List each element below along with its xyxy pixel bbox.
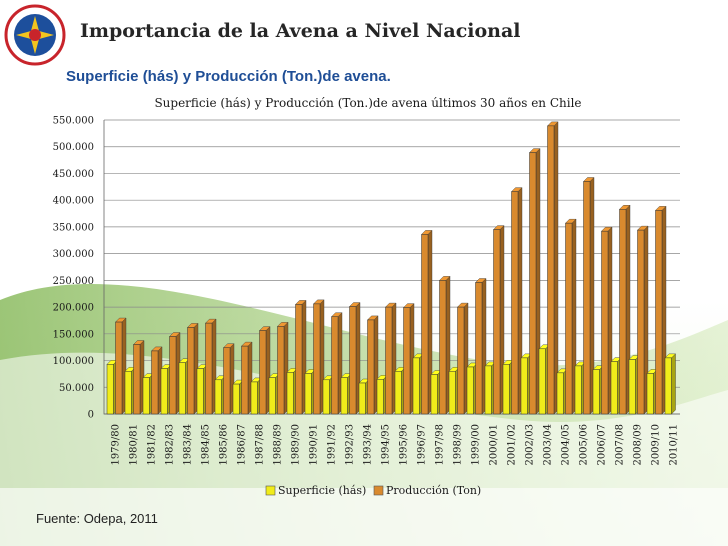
bar-produccion [187,322,199,415]
x-tick-label: 1989/90 [291,424,302,466]
x-tick-label: 2002/03 [525,424,536,466]
bar-produccion [637,225,649,415]
x-tick-label: 1986/87 [237,424,248,466]
x-tick-label: 1997/98 [435,424,446,466]
x-tick-label: 1998/99 [453,424,464,466]
y-tick-label: 200.000 [53,303,94,314]
bar-produccion [493,225,505,415]
y-tick-label: 350.000 [53,222,94,233]
legend-label-superficie: Superficie (hás) [278,484,366,497]
slide-subtitle: Superficie (hás) y Producción (Ton.)de a… [66,68,391,85]
bar-produccion [385,302,397,415]
x-tick-label: 1996/97 [417,424,428,466]
x-tick-label: 1987/88 [255,424,266,466]
bar-produccion [295,299,307,415]
bar-produccion [511,187,523,415]
y-tick-label: 250.000 [53,276,94,287]
x-tick-label: 1993/94 [363,424,374,466]
y-tick-label: 450.000 [53,169,94,180]
bar-produccion [601,226,613,415]
x-tick-label: 1994/95 [381,424,392,466]
x-tick-label: 1992/93 [345,424,356,466]
bar-produccion [259,326,271,415]
legend: Superficie (hás) Producción (Ton) [265,484,481,497]
bar-produccion [241,341,253,415]
bar-produccion [223,343,235,415]
bar-produccion [547,121,559,415]
x-tick-label: 1980/81 [129,424,140,466]
bar-produccion [565,218,577,415]
x-tick-label: 2009/10 [651,424,662,466]
y-tick-label: 100.000 [53,356,94,367]
bar-produccion [457,302,469,415]
slide-title: Importancia de la Avena a Nivel Nacional [80,20,521,42]
bar-produccion [205,318,217,415]
bar-produccion [403,303,415,415]
y-tick-label: 400.000 [53,196,94,207]
y-tick-label: 0 [88,410,94,421]
bar-produccion [619,204,631,415]
x-tick-label: 1985/86 [219,424,230,466]
x-tick-label: 2000/01 [489,424,500,466]
bar-produccion [169,332,181,415]
y-tick-label: 150.000 [53,329,94,340]
x-tick-label: 1979/80 [111,424,122,466]
x-tick-label: 1995/96 [399,424,410,466]
x-tick-label: 2010/11 [669,424,680,466]
bar-produccion [115,317,127,415]
bar-produccion [421,229,433,415]
x-tick-label: 2001/02 [507,424,518,466]
bar-produccion [475,278,487,415]
bar-produccion [655,205,667,415]
bar-produccion [529,148,541,415]
source-note: Fuente: Odepa, 2011 [36,511,158,526]
x-tick-label: 1988/89 [273,424,284,466]
bar-produccion [349,302,361,415]
bar-produccion [367,315,379,415]
bar-produccion [151,346,163,415]
university-logo [4,4,66,66]
legend-label-produccion: Producción (Ton) [386,484,481,497]
legend-swatch-produccion [373,485,384,496]
bar-produccion [439,275,451,415]
chart-title: Superficie (hás) y Producción (Ton.)de a… [154,96,581,110]
x-tick-label: 2005/06 [579,424,590,466]
x-tick-label: 1981/82 [147,424,158,466]
bar-produccion [277,321,289,415]
y-axis-ticks: 0 50.000 100.000 150.000 200.000 250.000 300.0… [53,116,94,421]
bar-superficie [664,353,676,415]
x-tick-label: 2003/04 [543,424,554,466]
x-tick-label: 1990/91 [309,424,320,466]
y-tick-label: 550.000 [53,116,94,127]
bar-produccion [313,299,325,415]
x-tick-label: 1999/00 [471,424,482,466]
x-tick-label: 1982/83 [165,424,176,466]
x-tick-label: 2004/05 [561,424,572,466]
bar-produccion [331,312,343,415]
x-tick-label: 1991/92 [327,424,338,466]
x-tick-label: 1984/85 [201,424,212,466]
x-tick-label: 1983/84 [183,424,194,466]
y-tick-label: 50.000 [59,383,94,394]
x-tick-label: 2008/09 [633,424,644,466]
x-axis-ticks: 1979/80 1980/81 1981/82 1982/83 1983/84 1984/… [111,424,680,466]
y-tick-label: 500.000 [53,142,94,153]
bar-produccion [133,340,145,415]
bars [106,121,676,415]
bar-produccion [583,176,595,415]
x-tick-label: 2006/07 [597,424,608,466]
y-tick-label: 300.000 [53,249,94,260]
x-tick-label: 2007/08 [615,424,626,466]
legend-swatch-superficie [265,485,276,496]
